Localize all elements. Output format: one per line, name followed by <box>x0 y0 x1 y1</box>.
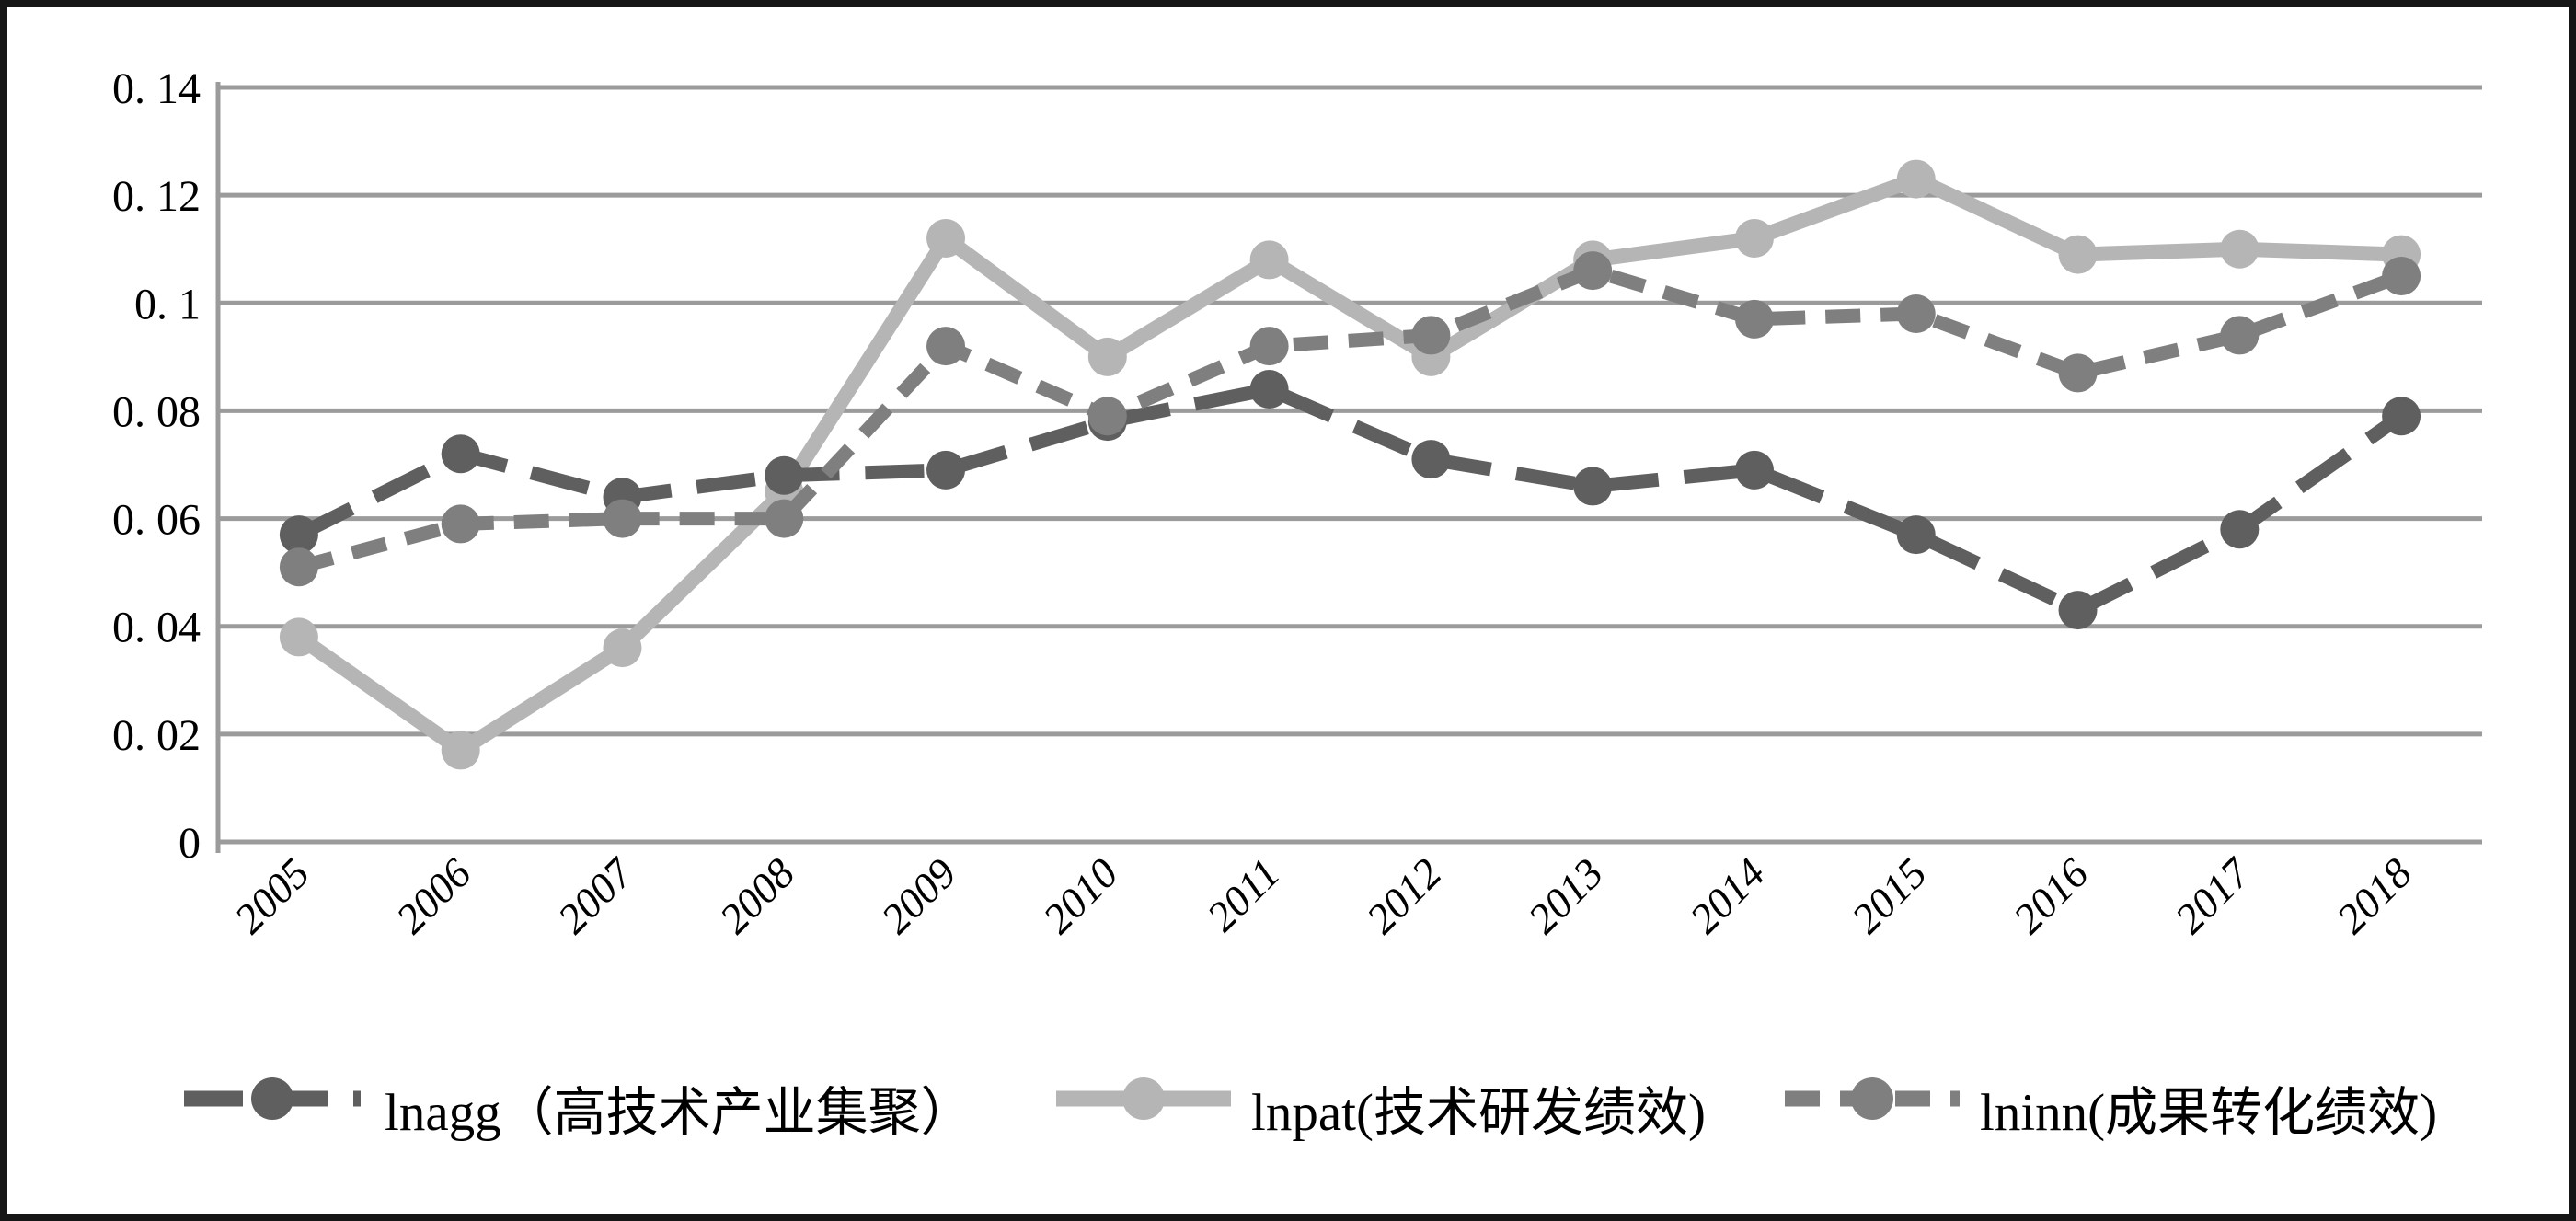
x-tick-label: 2015 <box>1843 849 1936 942</box>
x-tick-label: 2013 <box>1519 849 1612 942</box>
legend-item-lninn: lninn(成果转化绩效) <box>1785 1077 2437 1142</box>
data-point-lnpat-2014 <box>1734 219 1774 258</box>
data-point-lnagg-2014 <box>1734 450 1774 490</box>
series-plot-area <box>279 159 2421 770</box>
data-point-lnagg-2006 <box>441 434 480 474</box>
data-point-lninn-2012 <box>1411 316 1451 355</box>
data-point-lninn-2018 <box>2382 257 2421 295</box>
y-tick-label: 0 <box>178 819 201 868</box>
legend-marker-lnpat <box>1122 1077 1165 1120</box>
y-tick-label: 0. 1 <box>134 280 201 328</box>
series-line-lnpat <box>294 170 2402 760</box>
data-point-lnpat-2015 <box>1896 159 1936 199</box>
legend: lnagg（高技术产业集聚） lnpat(技术研发绩效) lninn(成果转化绩效) <box>184 1077 2437 1142</box>
x-tick-label: 2016 <box>2004 849 2097 942</box>
data-point-lnagg-2013 <box>1573 467 1613 506</box>
x-tick-label: 2007 <box>548 848 643 943</box>
x-tick-label: 2017 <box>2166 848 2260 943</box>
x-axis-tick-labels: 2005 2006 2007 2008 2009 2010 2011 2012 2013 2014… <box>225 848 2421 943</box>
x-tick-label: 2012 <box>1357 849 1450 942</box>
x-tick-label: 2014 <box>1681 849 1774 942</box>
series-lnpat <box>279 159 2421 770</box>
data-point-lninn-2013 <box>1573 251 1613 291</box>
series-line-lninn <box>296 263 2404 574</box>
legend-label-lninn: lninn(成果转化绩效) <box>1980 1084 2437 1142</box>
data-point-lninn-2011 <box>1249 327 1289 366</box>
x-tick-label: 2010 <box>1034 849 1127 942</box>
legend-label-lnagg: lnagg（高技术产业集聚） <box>385 1084 973 1142</box>
data-point-lnagg-2015 <box>1896 515 1936 555</box>
data-point-lninn-2006 <box>441 504 480 544</box>
legend-item-lnpat: lnpat(技术研发绩效) <box>1056 1077 1706 1142</box>
y-tick-label: 0. 02 <box>112 711 201 760</box>
data-point-lnagg-2005 <box>279 515 318 555</box>
data-point-lnpat-2005 <box>279 617 318 657</box>
x-tick-label: 2011 <box>1198 849 1289 940</box>
legend-marker-lnagg <box>251 1077 293 1120</box>
data-point-lnpat-2016 <box>2058 235 2098 274</box>
data-point-lninn-2008 <box>765 499 804 538</box>
data-point-lnagg-2009 <box>926 450 966 490</box>
data-point-lnagg-2012 <box>1411 440 1451 479</box>
data-point-lnpat-2017 <box>2220 229 2260 269</box>
y-axis-tick-labels: 0 0. 02 0. 04 0. 06 0. 08 0. 1 0. 12 0. 14 <box>112 64 201 868</box>
data-point-lninn-2014 <box>1734 299 1774 339</box>
series-line-lnagg <box>295 382 2406 618</box>
x-tick-label: 2009 <box>872 849 965 942</box>
y-tick-label: 0. 06 <box>112 496 201 545</box>
data-point-lninn-2017 <box>2220 316 2260 355</box>
x-tick-label: 2018 <box>2328 849 2421 942</box>
y-tick-label: 0. 08 <box>112 387 201 436</box>
data-point-lninn-2005 <box>279 547 318 587</box>
data-point-lnagg-2017 <box>2220 510 2260 549</box>
data-point-lnpat-2009 <box>926 219 966 258</box>
y-tick-label: 0. 12 <box>112 172 201 221</box>
x-tick-label: 2006 <box>387 849 480 942</box>
data-point-lninn-2010 <box>1087 397 1127 436</box>
data-point-lnagg-2018 <box>2382 397 2421 436</box>
data-point-lnpat-2011 <box>1249 240 1289 280</box>
y-tick-label: 0. 04 <box>112 604 201 652</box>
data-point-lnagg-2008 <box>765 455 804 495</box>
data-point-lninn-2016 <box>2058 353 2098 393</box>
data-point-lnagg-2016 <box>2058 591 2098 630</box>
legend-marker-lninn <box>1851 1077 1893 1120</box>
data-point-lninn-2009 <box>926 327 966 366</box>
x-tick-label: 2005 <box>225 849 318 942</box>
gridlines <box>218 85 2482 845</box>
x-tick-label: 2008 <box>710 849 803 942</box>
series-lninn <box>279 251 2421 587</box>
legend-item-lnagg: lnagg（高技术产业集聚） <box>184 1077 973 1142</box>
data-point-lnpat-2010 <box>1087 337 1127 376</box>
data-point-lninn-2007 <box>603 499 642 538</box>
data-point-lnpat-2006 <box>441 731 480 770</box>
y-tick-label: 0. 14 <box>112 64 201 113</box>
legend-label-lnpat: lnpat(技术研发绩效) <box>1251 1084 1706 1142</box>
data-point-lnpat-2007 <box>603 628 642 668</box>
data-point-lninn-2015 <box>1896 294 1936 333</box>
data-point-lnagg-2011 <box>1249 370 1289 409</box>
